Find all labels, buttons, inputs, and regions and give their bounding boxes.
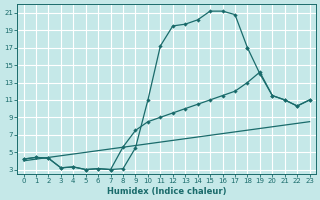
X-axis label: Humidex (Indice chaleur): Humidex (Indice chaleur) [107, 187, 226, 196]
